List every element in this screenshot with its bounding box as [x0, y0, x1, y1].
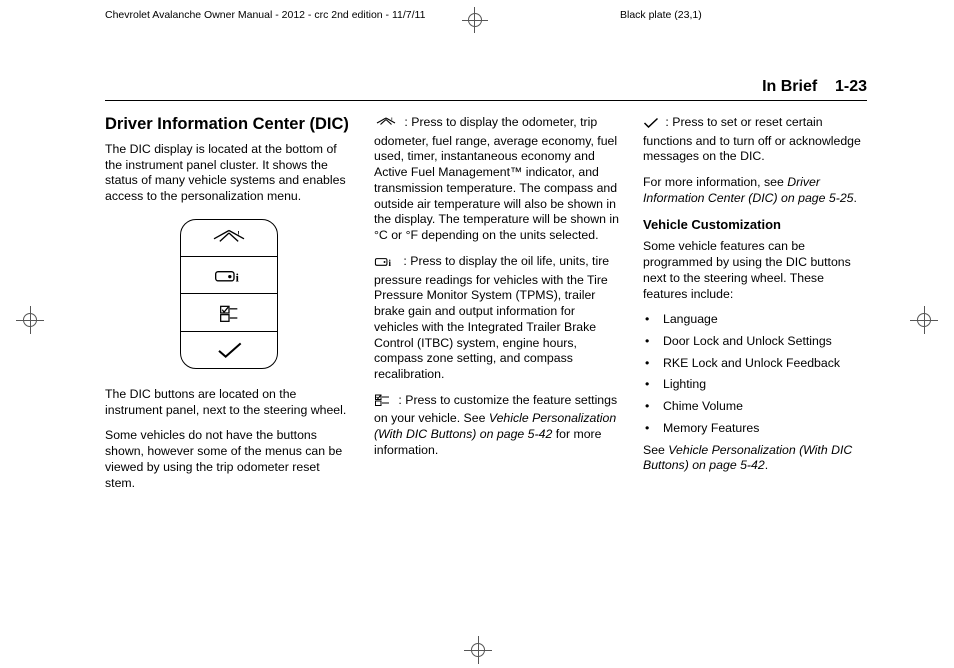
feature-label: Language	[663, 312, 718, 328]
feature-label: Lighting	[663, 377, 706, 393]
section-title: In Brief	[762, 78, 817, 95]
gauge-btn-text: : Press to display the oil life, units, …	[374, 254, 609, 381]
dic-buttons-graphic: ! i	[180, 219, 278, 369]
trip-btn-desc: ! : Press to display the odometer, trip …	[374, 115, 621, 244]
custom-icon	[374, 394, 392, 412]
section-header: In Brief 1-23	[762, 78, 867, 96]
gauge-icon: i	[374, 255, 397, 273]
reg-right	[914, 310, 934, 330]
section-page: 1-23	[835, 78, 867, 95]
reg-left	[20, 310, 40, 330]
list-item: •Door Lock and Unlock Settings	[645, 334, 867, 350]
svg-text:i: i	[235, 272, 239, 285]
trip-btn-text: : Press to display the odometer, trip od…	[374, 115, 619, 242]
vehicle-customization-heading: Vehicle Customization	[643, 217, 867, 234]
content-columns: Driver Information Center (DIC) The DIC …	[105, 115, 867, 628]
feature-label: Memory Features	[663, 421, 759, 437]
dic-heading: Driver Information Center (DIC)	[105, 115, 352, 134]
dic-btn-check-icon	[181, 332, 277, 368]
header-left: Chevrolet Avalanche Owner Manual - 2012 …	[105, 9, 425, 21]
check-btn-desc: : Press to set or reset certain function…	[643, 115, 867, 165]
more-info-c: .	[854, 191, 857, 205]
feature-label: Chime Volume	[663, 399, 743, 415]
svg-text:!: !	[237, 231, 239, 238]
header-right: Black plate (23,1)	[620, 9, 702, 21]
see-ref-i: Vehicle Personalization (With DIC Button…	[643, 443, 852, 473]
svg-text:!: !	[391, 118, 393, 124]
customization-intro: Some vehicle features can be programmed …	[643, 239, 867, 302]
custom-btn-desc: : Press to customize the feature setting…	[374, 393, 621, 459]
more-info-a: For more information, see	[643, 175, 787, 189]
crop-h	[462, 20, 488, 21]
section-rule	[105, 100, 867, 101]
column-3: : Press to set or reset certain function…	[643, 115, 867, 628]
list-item: •Chime Volume	[645, 399, 867, 415]
column-2: ! : Press to display the odometer, trip …	[374, 115, 621, 628]
see-ref-c: .	[765, 458, 768, 472]
list-item: •RKE Lock and Unlock Feedback	[645, 356, 867, 372]
dic-btn-custom-icon	[181, 294, 277, 331]
dic-intro-3: Some vehicles do not have the buttons sh…	[105, 428, 352, 491]
dic-btn-gauge-icon: i	[181, 257, 277, 294]
list-item: •Lighting	[645, 377, 867, 393]
crop-v	[474, 7, 475, 33]
svg-text:i: i	[388, 258, 391, 268]
reg-bottom	[468, 640, 488, 660]
dic-btn-trip-icon: !	[181, 220, 277, 257]
trip-icon: !	[374, 116, 398, 134]
column-1: Driver Information Center (DIC) The DIC …	[105, 115, 352, 628]
gauge-btn-desc: i : Press to display the oil life, units…	[374, 254, 621, 383]
list-item: •Memory Features	[645, 421, 867, 437]
dic-intro-1: The DIC display is located at the bottom…	[105, 142, 352, 205]
see-ref: See Vehicle Personalization (With DIC Bu…	[643, 443, 867, 474]
feature-list: •Language •Door Lock and Unlock Settings…	[645, 312, 867, 436]
see-ref-a: See	[643, 443, 668, 457]
dic-intro-2: The DIC buttons are located on the instr…	[105, 387, 352, 418]
list-item: •Language	[645, 312, 867, 328]
more-info: For more information, see Driver Informa…	[643, 175, 867, 206]
check-icon	[643, 117, 659, 134]
feature-label: RKE Lock and Unlock Feedback	[663, 356, 840, 372]
feature-label: Door Lock and Unlock Settings	[663, 334, 832, 350]
check-btn-text: : Press to set or reset certain function…	[643, 115, 861, 163]
